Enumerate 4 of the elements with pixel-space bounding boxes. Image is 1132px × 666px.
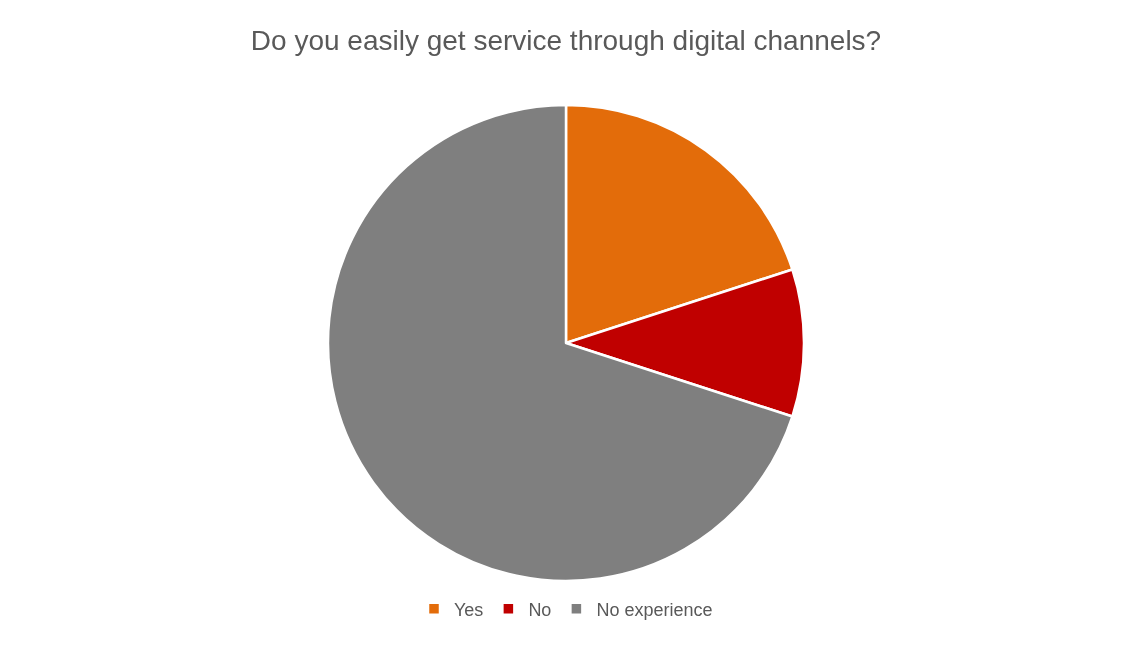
legend-label: No experience [596,599,713,620]
chart-title: Do you easily get service through digital channels? [250,24,882,56]
legend-label: Yes [454,599,484,620]
legend-label: No [528,599,552,620]
